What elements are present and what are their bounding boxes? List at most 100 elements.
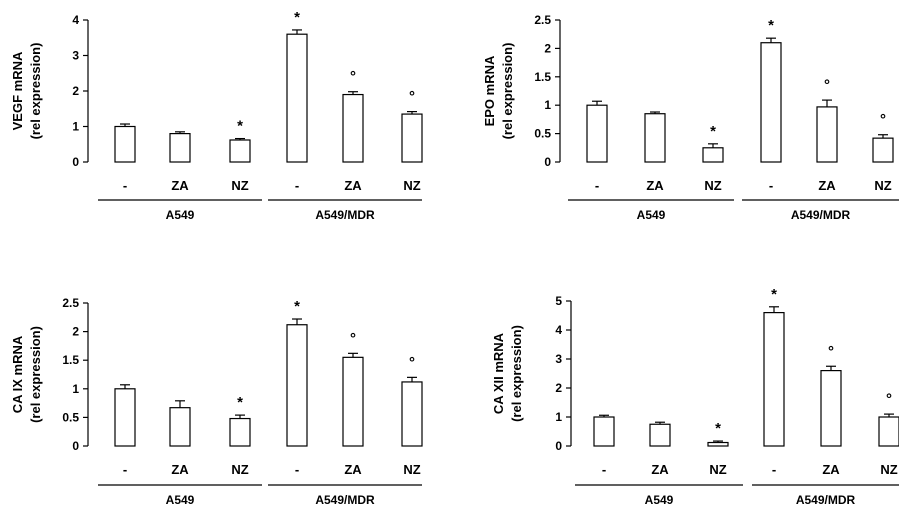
ca-xii-bar: [593, 416, 615, 447]
vegf-category-label: -: [295, 178, 299, 193]
ca-ix-ylabel-line1: CA IX mRNA: [10, 335, 25, 413]
epo-significance-circle: °: [824, 77, 830, 94]
vegf-group-label: A549: [166, 208, 195, 222]
ca-xii-bar: [763, 312, 785, 447]
epo-y-tick-label: 2.5: [534, 13, 551, 27]
vegf-category-label: ZA: [344, 178, 362, 193]
panel-epo: 0 0.5 1 1.5 2 2.5 EPO mRNA (rel expression) - ZA *…: [482, 13, 899, 222]
epo-group-label: A549/MDR: [791, 208, 851, 222]
epo-y-tick-label: 0.5: [534, 127, 551, 141]
ca-ix-category-label: ZA: [344, 462, 362, 477]
ca-ix-significance-star: *: [294, 298, 300, 315]
vegf-y-tick-label: 0: [72, 155, 79, 169]
vegf-bar: [286, 33, 308, 163]
ca-ix-y-tick-label: 1: [72, 382, 79, 396]
ca-xii-category-label: NZ: [709, 462, 726, 477]
ca-xii-y-tick-label: 1: [555, 410, 562, 424]
vegf-bar: [169, 133, 191, 163]
vegf-significance-star: *: [294, 9, 300, 26]
epo-y-tick-label: 2: [544, 41, 551, 55]
vegf-bar: [401, 113, 423, 163]
ca-xii-bar: [649, 423, 671, 447]
ca-xii-category-label: NZ: [880, 462, 897, 477]
ca-ix-y-tick-label: 2: [72, 325, 79, 339]
ca-ix-bar: [401, 381, 423, 447]
ca-ix-y-tick-label: 1.5: [62, 353, 79, 367]
ca-xii-y-tick-label: 0: [555, 439, 562, 453]
ca-ix-y-tick-label: 2.5: [62, 296, 79, 310]
ca-xii-category-label: -: [602, 462, 606, 477]
epo-group-label: A549: [637, 208, 666, 222]
vegf-significance-star: *: [237, 118, 243, 135]
vegf-significance-circle: °: [350, 69, 356, 86]
epo-ylabel-line2: (rel expression): [500, 43, 515, 140]
ca-ix-y-tick-label: 0: [72, 439, 79, 453]
ca-ix-category-label: ZA: [171, 462, 189, 477]
ca-xii-ylabel-line2: (rel expression): [509, 325, 524, 422]
panel-vegf: 0 1 2 3 4 VEGF mRNA (rel expression) - ZA * NZ * - ° Z…: [10, 9, 423, 222]
ca-ix-significance-circle: °: [409, 354, 415, 371]
ca-xii-significance-circle: °: [828, 343, 834, 360]
vegf-ylabel-line2: (rel expression): [28, 43, 43, 140]
ca-ix-significance-star: *: [237, 394, 243, 411]
ca-xii-category-label: -: [772, 462, 776, 477]
ca-ix-bar: [169, 407, 191, 447]
vegf-y-tick-label: 1: [72, 120, 79, 134]
ca-xii-ylabel-line1: CA XII mRNA: [491, 332, 506, 414]
epo-bar: [816, 106, 838, 163]
epo-category-label: ZA: [818, 178, 836, 193]
epo-category-label: ZA: [646, 178, 664, 193]
epo-significance-star: *: [768, 17, 774, 34]
epo-significance-circle: °: [880, 112, 886, 129]
vegf-category-label: -: [123, 178, 127, 193]
vegf-y-tick-label: 2: [72, 84, 79, 98]
vegf-y-tick-label: 3: [72, 49, 79, 63]
vegf-y-tick-label: 4: [72, 13, 79, 27]
epo-y-tick-label: 1: [544, 98, 551, 112]
ca-xii-y-tick-label: 3: [555, 352, 562, 366]
epo-y-tick-label: 0: [544, 155, 551, 169]
epo-ylabel-line1: EPO mRNA: [482, 55, 497, 126]
epo-bar: [760, 42, 782, 163]
ca-ix-category-label: NZ: [231, 462, 248, 477]
ca-xii-significance-star: *: [771, 286, 777, 303]
epo-bar: [702, 147, 724, 163]
vegf-ylabel-line1: VEGF mRNA: [10, 51, 25, 130]
ca-ix-group-label: A549/MDR: [315, 493, 375, 507]
ca-ix-group-label: A549: [166, 493, 195, 507]
ca-ix-bar: [342, 356, 364, 447]
ca-xii-y-tick-label: 2: [555, 381, 562, 395]
ca-ix-bar: [286, 324, 308, 447]
ca-ix-bar: [114, 388, 136, 447]
vegf-category-label: NZ: [403, 178, 420, 193]
ca-xii-group-label: A549/MDR: [796, 493, 856, 507]
epo-bar: [586, 104, 608, 163]
epo-bar: [872, 137, 894, 163]
ca-xii-significance-circle: °: [886, 391, 892, 408]
epo-y-tick-label: 1.5: [534, 70, 551, 84]
ca-xii-bar: [820, 370, 842, 447]
ca-xii-significance-star: *: [715, 420, 721, 437]
epo-significance-star: *: [710, 123, 716, 140]
vegf-significance-circle: °: [409, 89, 415, 106]
epo-category-label: NZ: [704, 178, 721, 193]
ca-xii-group-label: A549: [645, 493, 674, 507]
ca-xii-bar: [878, 416, 899, 447]
epo-bar: [644, 113, 666, 163]
panel-ca-ix: 0 0.5 1 1.5 2 2.5 CA IX mRNA (rel expression) - Z…: [10, 296, 423, 507]
vegf-bar: [114, 125, 136, 163]
ca-xii-y-tick-label: 4: [555, 323, 562, 337]
vegf-bar: [229, 139, 251, 163]
vegf-category-label: ZA: [171, 178, 189, 193]
ca-xii-category-label: ZA: [822, 462, 840, 477]
ca-ix-category-label: NZ: [403, 462, 420, 477]
panel-ca-xii: 0 1 2 3 4 5 CA XII mRNA (rel expression) - ZA * NZ *…: [491, 286, 899, 507]
ca-ix-ylabel-line2: (rel expression): [28, 326, 43, 423]
epo-category-label: NZ: [874, 178, 891, 193]
vegf-group-label: A549/MDR: [315, 208, 375, 222]
ca-ix-bar: [229, 417, 251, 447]
epo-category-label: -: [595, 178, 599, 193]
ca-xii-category-label: ZA: [651, 462, 669, 477]
ca-xii-bar: [707, 441, 729, 447]
